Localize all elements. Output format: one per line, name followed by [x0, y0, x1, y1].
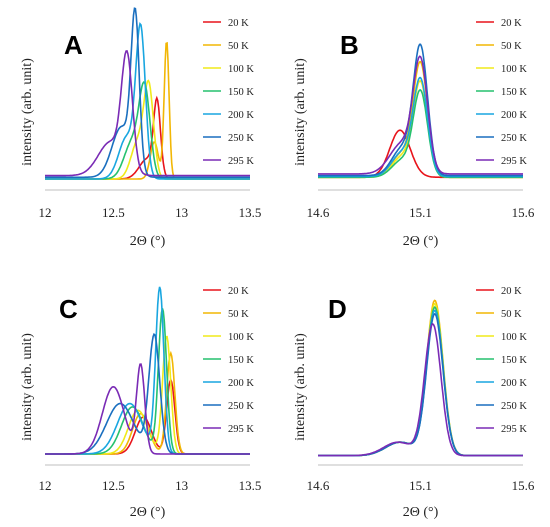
x-tick-label: 13 — [175, 205, 188, 220]
legend-label: 250 K — [501, 401, 527, 412]
legend-label: 200 K — [501, 110, 527, 121]
legend-label: 150 K — [501, 87, 527, 98]
panel-letter: A — [64, 30, 83, 60]
legend-label: 295 K — [228, 424, 254, 435]
legend: 20 K 50 K 100 K 150 K 200 K 250 K 295 K — [476, 286, 527, 435]
x-tick-label: 14.6 — [307, 478, 330, 493]
legend-label: 295 K — [228, 156, 254, 167]
legend-label: 50 K — [501, 41, 522, 52]
x-tick-label: 15.6 — [512, 205, 535, 220]
legend-label: 100 K — [228, 332, 254, 343]
y-axis-label: intensity (arb. unit) — [20, 58, 35, 166]
legend-label: 200 K — [228, 378, 254, 389]
legend-label: 150 K — [228, 87, 254, 98]
legend-label: 100 K — [501, 332, 527, 343]
y-axis-label: intensity (arb. unit) — [293, 58, 308, 166]
x-tick-label: 14.6 — [307, 205, 330, 220]
legend-label: 200 K — [228, 110, 254, 121]
series-line-150k — [318, 89, 523, 179]
legend-label: 50 K — [501, 309, 522, 320]
series-line-250k — [318, 43, 523, 177]
x-tick-label: 15.6 — [512, 478, 535, 493]
x-tick-label: 12.5 — [102, 478, 125, 493]
legend-label: 150 K — [228, 355, 254, 366]
legend-label: 200 K — [501, 378, 527, 389]
panel-b: 14.6 15.1 15.6 2Θ (°) intensity (arb. unit) B… — [293, 18, 535, 249]
series-line-200k — [45, 22, 250, 180]
x-axis-label: 2Θ (°) — [130, 234, 166, 249]
legend-label: 20 K — [501, 286, 522, 297]
x-tick-label: 12.5 — [102, 205, 125, 220]
panel-letter: D — [328, 294, 347, 324]
panel-letter: B — [340, 30, 359, 60]
legend: 20 K 50 K 100 K 150 K 200 K 250 K 295 K — [203, 18, 254, 167]
series-line-200k — [318, 309, 523, 457]
series-line-50k — [318, 299, 523, 457]
legend-label: 50 K — [228, 41, 249, 52]
series-line-295k — [45, 49, 250, 177]
panel-letter: C — [59, 294, 78, 324]
x-tick-label: 13.5 — [239, 205, 262, 220]
series-line-295k — [45, 363, 250, 455]
series-line-50k — [45, 350, 250, 455]
legend-label: 20 K — [501, 18, 522, 29]
legend-label: 100 K — [501, 64, 527, 75]
series-line-250k — [318, 312, 523, 457]
legend-label: 100 K — [228, 64, 254, 75]
legend-label: 50 K — [228, 309, 249, 320]
x-tick-label: 15.1 — [409, 478, 432, 493]
y-axis-label: intensity (arb. unit) — [293, 333, 308, 441]
x-axis-label: 2Θ (°) — [130, 505, 166, 520]
x-axis-label: 2Θ (°) — [403, 505, 439, 520]
series-line-295k — [318, 55, 523, 175]
series-line-200k — [318, 76, 523, 178]
legend-label: 250 K — [228, 133, 254, 144]
panel-a: 12 12.5 13 13.5 2Θ (°) intensity (arb. unit) A… — [20, 7, 262, 249]
legend-label: 250 K — [501, 133, 527, 144]
x-tick-label: 12 — [39, 205, 52, 220]
series-line-100k — [318, 80, 523, 179]
series-line-295k — [318, 322, 523, 457]
legend: 20 K 50 K 100 K 150 K 200 K 250 K 295 K — [476, 18, 527, 167]
series-line-100k — [318, 302, 523, 457]
x-tick-label: 15.1 — [409, 205, 432, 220]
legend-label: 250 K — [228, 401, 254, 412]
panel-d: 14.6 15.1 15.6 2Θ (°) intensity (arb. unit) D… — [293, 286, 535, 520]
x-tick-label: 13 — [175, 478, 188, 493]
panel-c: 12 12.5 13 13.5 2Θ (°) intensity (arb. unit) C… — [20, 286, 261, 520]
x-axis-label: 2Θ (°) — [403, 234, 439, 249]
x-tick-label: 12 — [39, 478, 52, 493]
legend-label: 150 K — [501, 355, 527, 366]
legend: 20 K 50 K 100 K 150 K 200 K 250 K 295 K — [203, 286, 254, 435]
x-tick-label: 13.5 — [239, 478, 262, 493]
legend-label: 295 K — [501, 156, 527, 167]
legend-label: 20 K — [228, 286, 249, 297]
legend-label: 295 K — [501, 424, 527, 435]
legend-label: 20 K — [228, 18, 249, 29]
y-axis-label: intensity (arb. unit) — [20, 333, 35, 441]
